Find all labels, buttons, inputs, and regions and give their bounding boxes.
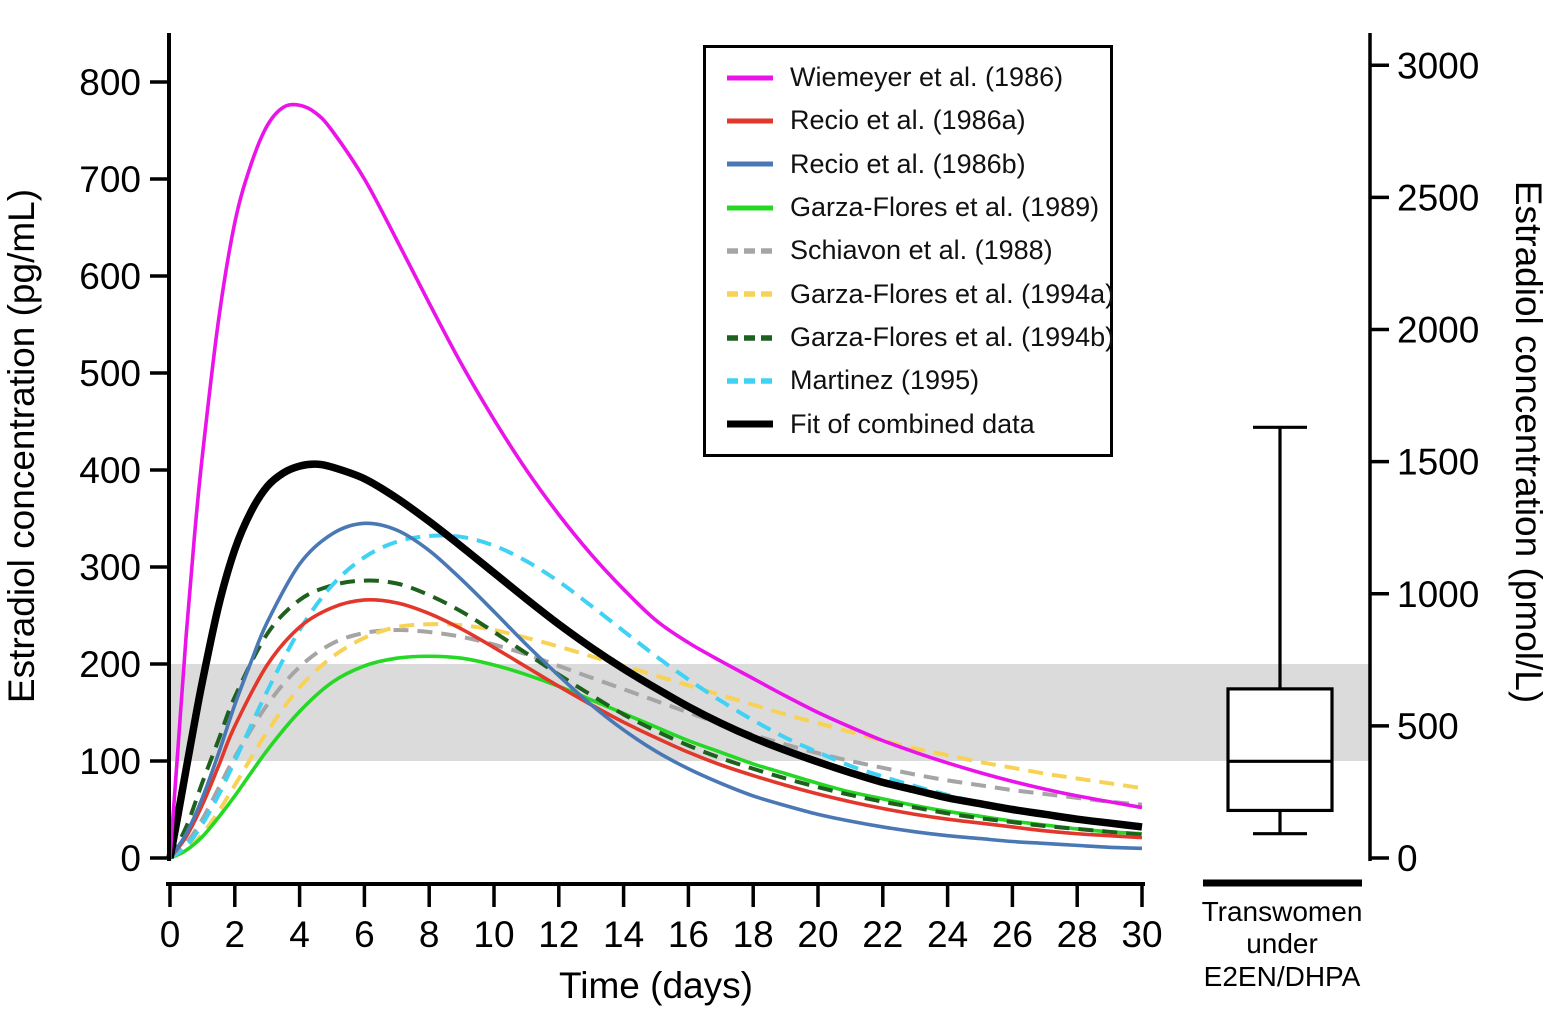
left-axis-tick-label: 700 [79,159,141,200]
legend-item-label: Recio et al. (1986a) [790,105,1026,136]
legend-item: Schiavon et al. (1988) [726,231,1110,271]
left-axis-tick-label: 200 [79,644,141,685]
left-axis-title: Estradiol concentration (pg/mL) [1,189,42,703]
curve-fit-of-combined-data [166,460,1143,859]
legend-swatch-line-icon [727,378,773,384]
legend-item-label: Wiemeyer et al. (1986) [790,62,1064,93]
x-axis-tick-label: 26 [992,914,1033,955]
curve-schiavon-et-al-1988 [168,628,1143,860]
x-axis-tick-label: 16 [668,914,709,955]
curve-garza-flores-et-al-1994b [168,578,1143,859]
x-axis-tick-label: 14 [603,914,644,955]
x-axis-tick-label: 12 [538,914,579,955]
legend-item-label: Recio et al. (1986b) [790,148,1026,179]
boxplot-layer [1203,425,1362,887]
legend-item-label: Schiavon et al. (1988) [790,235,1053,266]
curves-layer [166,102,1143,860]
legend-item-label: Garza-Flores et al. (1994a) [790,278,1115,309]
legend-item: Garza-Flores et al. (1989) [726,188,1110,228]
legend-swatch-line-icon [727,118,773,124]
legend-item-label: Garza-Flores et al. (1989) [790,192,1100,223]
boxplot-box [1226,687,1334,813]
legend-item: Garza-Flores et al. (1994b) [726,318,1114,358]
x-axis-tick-label: 24 [927,914,968,955]
legend-item: Martinez (1995) [726,361,1110,401]
legend-swatch-line-icon [727,205,773,211]
left-axis-tick-label: 0 [120,838,141,879]
right-axis-tick-label: 0 [1397,838,1418,879]
legend: Wiemeyer et al. (1986) Recio et al. (1986… [703,45,1114,457]
x-axis-tick-label: 6 [354,914,375,955]
x-axis-title: Time (days) [559,965,753,1006]
x-axis-tick-label: 18 [733,914,774,955]
boxplot-group-label-line-2: under [1246,928,1318,959]
x-axis-tick-label: 2 [225,914,246,955]
right-axis-tick-label: 500 [1397,706,1459,747]
left-axis-tick-label: 100 [79,741,141,782]
x-axis-tick-label: 4 [289,914,310,955]
left-axis-tick-label: 800 [79,62,141,103]
legend-swatch-line-icon [727,420,773,428]
legend-item: Recio et al. (1986b) [726,144,1110,184]
legend-swatch-line-icon [727,75,773,81]
legend-swatch-line-icon [727,161,773,167]
right-axis-tick-label: 1500 [1397,442,1479,483]
right-axis-tick-label: 3000 [1397,45,1479,86]
x-axis-tick-label: 28 [1057,914,1098,955]
legend-item: Fit of combined data [726,404,1110,444]
x-axis-tick-label: 20 [797,914,838,955]
legend-swatch-line-icon [727,334,773,341]
boxplot-group-label-line-3: E2EN/DHPA [1204,961,1361,992]
curve-recio-et-al-1986a [168,597,1143,860]
left-axis-tick-label: 300 [79,547,141,588]
legend-item: Recio et al. (1986a) [726,101,1110,141]
legend-item-label: Garza-Flores et al. (1994b) [790,322,1115,353]
boxplot-group-label-line-1: Transwomen [1202,896,1363,927]
right-axis-tick-label: 1000 [1397,574,1479,615]
legend-item: Garza-Flores et al. (1994a) [726,274,1114,314]
x-axis-tick-label: 22 [862,914,903,955]
curve-wiemeyer-et-al-1986 [168,102,1143,859]
legend-swatch-line-icon [727,248,773,254]
right-axis-tick-label: 2500 [1397,177,1479,218]
right-axis-title: Estradiol concentration (pmol/L) [1508,181,1549,703]
legend-item-label: Martinez (1995) [790,365,980,396]
x-axis-tick-label: 8 [419,914,440,955]
x-axis-tick-label: 0 [160,914,181,955]
right-axis-tick-label: 2000 [1397,310,1479,351]
legend-item-label: Fit of combined data [790,408,1035,439]
left-axis-tick-label: 400 [79,450,141,491]
curve-recio-et-al-1986b [168,521,1143,860]
x-axis-tick-label: 30 [1121,914,1162,955]
left-axis-tick-label: 500 [79,353,141,394]
left-axis-tick-label: 600 [79,256,141,297]
x-axis-tick-label: 10 [473,914,514,955]
legend-item: Wiemeyer et al. (1986) [726,58,1110,98]
legend-swatch-line-icon [727,291,773,298]
